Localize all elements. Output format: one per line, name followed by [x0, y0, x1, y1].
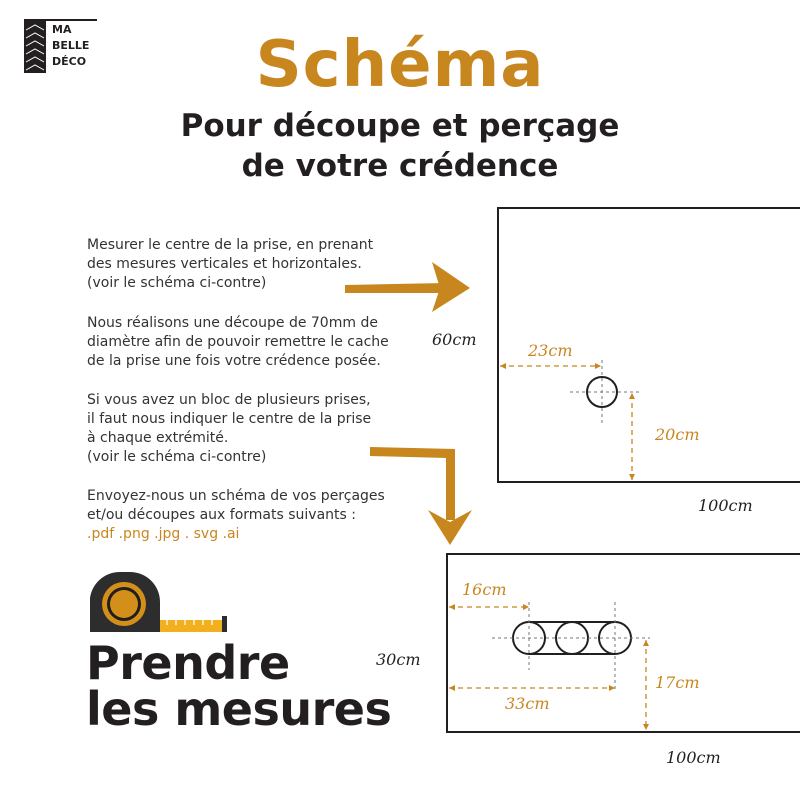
panel-outline	[497, 207, 800, 483]
diagram-1	[497, 207, 800, 483]
logo-icon	[24, 19, 97, 73]
diagram2-horizontal-first-label: 16cm	[462, 580, 507, 599]
instruction-2: Nous réalisons une découpe de 70mm de di…	[87, 315, 389, 369]
diagram2-horizontal-last-label: 33cm	[505, 694, 550, 713]
diagram-2	[446, 553, 800, 733]
logo-line: DÉCO	[52, 55, 87, 68]
arrow-down-icon	[370, 447, 472, 545]
arrow-right-icon	[345, 262, 470, 312]
instruction-1: Mesurer le centre de la prise, en prenan…	[87, 237, 374, 291]
file-formats: .pdf .png .jpg . svg .ai	[87, 526, 240, 542]
logo-text: MA BELLE DÉCO	[52, 22, 89, 70]
diagram2-width-label: 100cm	[666, 748, 721, 767]
tape-measure-icon	[90, 571, 227, 632]
subtitle-line: Pour découpe et perçage	[180, 108, 620, 144]
instruction-4: Envoyez-nous un schéma de vos perçages e…	[87, 488, 385, 523]
section-title: Prendre les mesures	[86, 636, 392, 736]
page-title: Schéma	[255, 28, 545, 102]
diagram1-horizontal-label: 23cm	[528, 341, 573, 360]
section-title-line: Prendre	[86, 636, 290, 690]
diagram2-height-label: 30cm	[376, 650, 421, 669]
page-subtitle: Pour découpe et perçage de votre crédenc…	[0, 106, 800, 186]
diagram1-vertical-label: 20cm	[655, 425, 700, 444]
instruction-3: Si vous avez un bloc de plusieurs prises…	[87, 392, 372, 465]
section-title-line: les mesures	[86, 682, 392, 736]
diagram1-height-label: 60cm	[432, 330, 477, 349]
logo-line: MA	[52, 23, 72, 36]
subtitle-line: de votre crédence	[241, 148, 559, 184]
panel-outline	[446, 553, 800, 733]
logo-line: BELLE	[52, 39, 90, 52]
socket-cutout	[586, 376, 618, 408]
diagram2-vertical-label: 17cm	[655, 673, 700, 692]
diagram1-width-label: 100cm	[698, 496, 753, 515]
